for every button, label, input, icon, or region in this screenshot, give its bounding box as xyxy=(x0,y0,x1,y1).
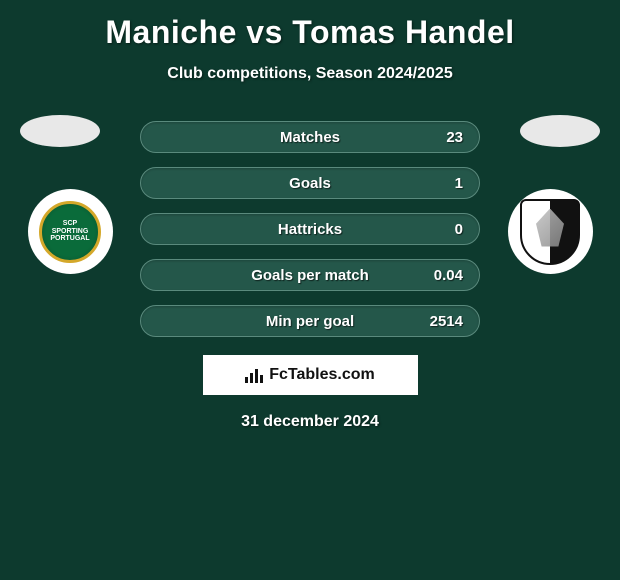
stats-list: Matches 23 Goals 1 Hattricks 0 Goals per… xyxy=(140,121,480,337)
stat-right-value: 0.04 xyxy=(434,267,463,284)
stat-label: Matches xyxy=(280,129,340,146)
club-crest-left: SCP SPORTING PORTUGAL xyxy=(20,189,120,274)
page-title: Maniche vs Tomas Handel xyxy=(0,0,620,51)
stat-right-value: 0 xyxy=(455,221,463,238)
scp-label-top: SCP xyxy=(63,220,77,228)
stat-row-min-per-goal: Min per goal 2514 xyxy=(140,305,480,337)
stat-right-value: 1 xyxy=(455,175,463,192)
comparison-area: SCP SPORTING PORTUGAL Matches 23 Goals 1… xyxy=(0,121,620,431)
vitoria-crest-icon xyxy=(508,189,593,274)
player-avatar-left xyxy=(20,115,100,147)
brand-text: FcTables.com xyxy=(269,366,375,384)
stat-label: Goals xyxy=(289,175,331,192)
stat-label: Min per goal xyxy=(266,313,354,330)
player-avatar-right xyxy=(520,115,600,147)
stat-label: Hattricks xyxy=(278,221,342,238)
scp-label-bot: PORTUGAL xyxy=(50,235,89,243)
stat-label: Goals per match xyxy=(251,267,369,284)
stat-row-hattricks: Hattricks 0 xyxy=(140,213,480,245)
stat-row-matches: Matches 23 xyxy=(140,121,480,153)
club-crest-right xyxy=(500,189,600,274)
stat-row-goals: Goals 1 xyxy=(140,167,480,199)
stat-right-value: 23 xyxy=(446,129,463,146)
bar-chart-icon xyxy=(245,367,263,383)
date-label: 31 december 2024 xyxy=(0,413,620,431)
page-subtitle: Club competitions, Season 2024/2025 xyxy=(0,65,620,83)
scp-label-mid: SPORTING xyxy=(52,228,89,236)
stat-row-goals-per-match: Goals per match 0.04 xyxy=(140,259,480,291)
stat-right-value: 2514 xyxy=(430,313,463,330)
scp-crest-icon: SCP SPORTING PORTUGAL xyxy=(28,189,113,274)
brand-badge: FcTables.com xyxy=(203,355,418,395)
